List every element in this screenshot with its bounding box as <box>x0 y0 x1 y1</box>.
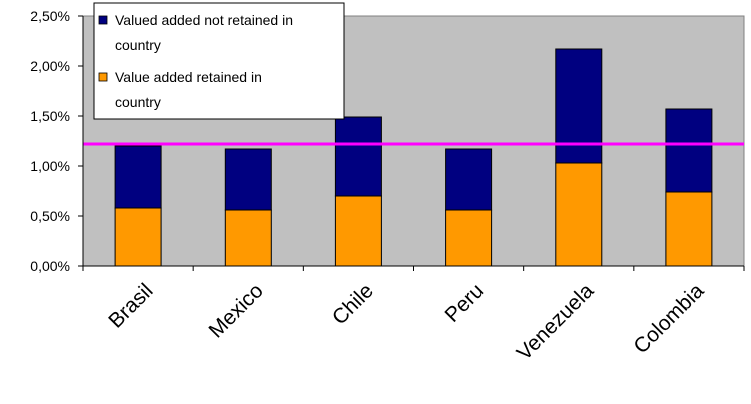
x-label-colombia: Colombia <box>629 279 708 358</box>
y-tick-label: 2,00% <box>30 58 70 74</box>
legend-label-not-retained-line2: country <box>115 37 161 53</box>
x-label-chile: Chile <box>328 279 378 329</box>
y-axis-ticks: 0,00% 0,50% 1,00% 1,50% 2,00% 2,50% <box>30 8 83 274</box>
bar-chile-retained <box>334 195 382 267</box>
bar-brasil-retained <box>114 207 162 267</box>
bar-mexico-not-retained <box>224 148 272 211</box>
bar-chile-not-retained <box>334 116 382 197</box>
bar-venezuela-retained <box>555 162 603 267</box>
bar-peru-retained <box>445 209 493 267</box>
bar-brasil-not-retained <box>114 145 162 209</box>
legend-swatch-retained <box>98 72 108 82</box>
bar-peru-not-retained <box>445 148 493 211</box>
x-label-peru: Peru <box>440 279 488 327</box>
bar-mexico-retained <box>224 209 272 267</box>
bar-venezuela-not-retained <box>555 48 603 164</box>
legend: Valued added not retained in country Val… <box>93 2 345 120</box>
legend-box <box>93 2 345 120</box>
x-axis-labels: Brasil Mexico Chile Peru Venezuela Colombia <box>104 279 708 365</box>
legend-swatch-not-retained <box>98 15 108 25</box>
y-tick-label: 2,50% <box>30 8 70 24</box>
x-label-venezuela: Venezuela <box>513 279 599 365</box>
y-tick-label: 0,50% <box>30 208 70 224</box>
x-axis-ticks <box>82 266 745 271</box>
legend-label-not-retained-line1: Valued added not retained in <box>115 12 293 28</box>
bars-group <box>114 48 713 267</box>
bar-colombia-retained <box>665 191 713 267</box>
y-tick-label: 1,50% <box>30 108 70 124</box>
legend-label-retained-line2: country <box>115 94 161 110</box>
x-label-brasil: Brasil <box>104 279 157 332</box>
legend-label-retained-line1: Value added retained in <box>115 69 262 85</box>
x-label-mexico: Mexico <box>204 279 267 342</box>
y-tick-label: 0,00% <box>30 258 70 274</box>
y-tick-label: 1,00% <box>30 158 70 174</box>
bar-colombia-not-retained <box>665 108 713 193</box>
